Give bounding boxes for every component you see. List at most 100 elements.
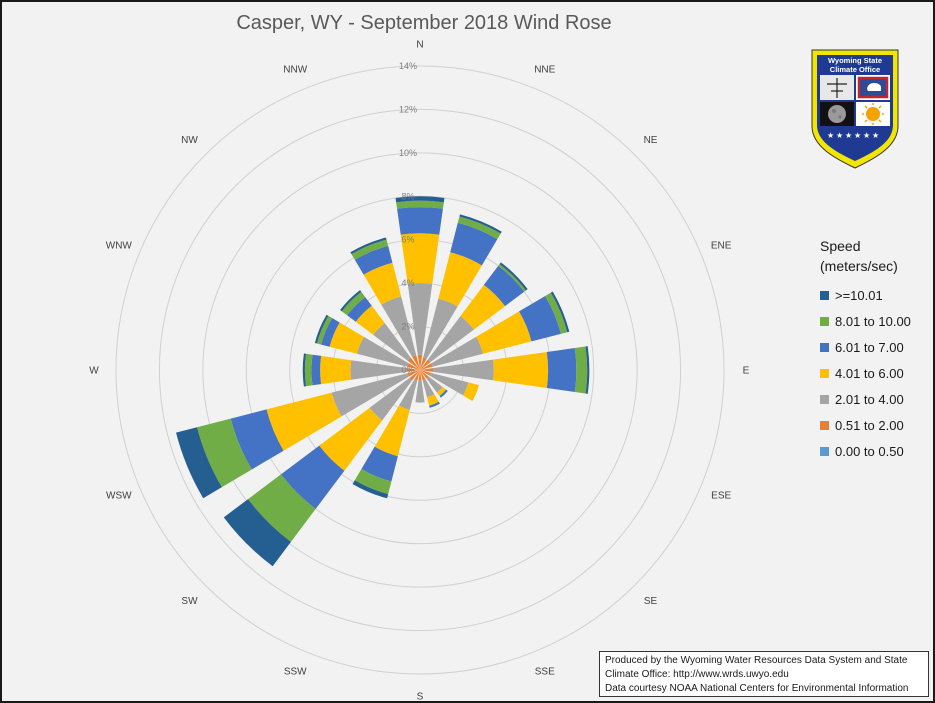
bar-segment-SW (409, 370, 420, 381)
direction-label-N: N (416, 40, 423, 51)
bar-segment-ESE (462, 382, 479, 401)
radial-tick-label: 14% (399, 61, 417, 71)
bar-segment-W (406, 368, 420, 372)
legend-swatch (820, 368, 829, 378)
legend-title-line-2: (meters/sec) (820, 258, 898, 274)
bar-segment-NE (420, 359, 431, 370)
bar-segment-N (396, 200, 444, 209)
bar-segment-NNE (423, 298, 458, 359)
legend-item: >=10.01 (820, 282, 933, 308)
chart-title: Casper, WY - September 2018 Wind Rose (236, 12, 612, 34)
bar-segment-SSW (398, 379, 418, 410)
bar-segment-SE (436, 386, 447, 397)
direction-label-NNE: NNE (534, 64, 555, 75)
bar-segment-NE (498, 264, 526, 292)
bar-segment-NNW (350, 237, 387, 255)
grid-circle (115, 65, 725, 675)
bar-segment-NW (355, 305, 385, 335)
bar-segment-SSW (361, 446, 398, 482)
bar-segment-N (407, 283, 433, 355)
bar-segment-W (302, 353, 307, 387)
svg-text:★: ★ (845, 131, 852, 140)
bar-segment-W (304, 353, 313, 387)
legend: Speed (meters/sec) >=10.01 8.01 to 10.00 6… (820, 236, 933, 464)
bar-segment-SSE (422, 379, 435, 398)
bar-segment-S (415, 380, 425, 403)
legend-swatch (820, 316, 829, 326)
bar-segment-NW (407, 357, 420, 370)
bar-segment-N (417, 354, 423, 370)
legend-item: 0.51 to 2.00 (820, 412, 933, 438)
bar-segment-NNW (381, 296, 417, 357)
bar-segment-SW (223, 499, 291, 567)
radial-tick-label: 4% (401, 278, 414, 288)
legend-label: 0.00 to 0.50 (835, 443, 904, 459)
bison-icon (867, 83, 881, 91)
radial-tick-label: 10% (399, 148, 417, 158)
direction-label-NE: NE (644, 135, 658, 146)
svg-text:★: ★ (854, 131, 861, 140)
bar-segment-E (432, 359, 494, 381)
bar-segment-N (397, 207, 443, 235)
bar-segment-WSW (407, 370, 420, 377)
credits-line-1: Produced by the Wyoming Water Resources … (605, 655, 908, 666)
legend-item: 0.00 to 0.50 (820, 438, 933, 464)
svg-text:★: ★ (872, 131, 879, 140)
bar-segment-WNW (316, 315, 333, 345)
bar-segment-NNE (450, 222, 498, 266)
bar-segment-SE (426, 376, 443, 393)
svg-text:★: ★ (827, 131, 834, 140)
bar-segment-NE (483, 265, 525, 307)
direction-label-SW: SW (181, 596, 198, 607)
bar-segment-SSE (420, 370, 426, 381)
bar-segment-NE (427, 316, 474, 363)
direction-label-SSW: SSW (284, 667, 307, 678)
bar-segment-SSE (429, 401, 440, 408)
bar-segment-NNW (354, 245, 393, 275)
bar-segment-W (320, 355, 352, 385)
direction-label-ENE: ENE (711, 241, 732, 252)
bar-segment-N (395, 196, 445, 203)
bar-segment-ENE (545, 292, 568, 334)
bar-segment-NNE (459, 214, 502, 234)
bar-segment-WNW (329, 322, 364, 354)
bar-segment-NNE (420, 357, 427, 370)
bar-segment-SE (420, 370, 429, 379)
moon-icon (828, 105, 846, 123)
legend-items: >=10.01 8.01 to 10.00 6.01 to 7.00 4.01 to … (820, 282, 933, 464)
bar-segment-NW (347, 297, 372, 322)
bar-segment-W (350, 360, 408, 380)
sun-icon (866, 107, 880, 121)
credits-box: Produced by the Wyoming Water Resources … (599, 651, 929, 697)
legend-label: 4.01 to 6.00 (835, 365, 904, 381)
bar-segment-W (311, 354, 322, 386)
legend-swatch (820, 394, 829, 404)
bar-segment-NW (341, 291, 366, 316)
credits-line-2: Climate Office: http://www.wrds.uwyo.edu (605, 669, 789, 680)
bar-segment-E (574, 346, 588, 394)
bar-segment-E (420, 368, 434, 372)
bar-segment-WSW (230, 409, 284, 470)
bar-segment-NE (460, 284, 506, 330)
bar-segment-NNW (412, 355, 420, 370)
direction-label-WNW: WNW (106, 241, 133, 252)
weathervane-icon (827, 78, 847, 98)
legend-swatch (820, 342, 829, 352)
bar-segment-SSW (414, 370, 420, 381)
legend-label: 8.01 to 10.00 (835, 313, 911, 329)
legend-label: 6.01 to 7.00 (835, 339, 904, 355)
bar-segment-WNW (356, 336, 409, 367)
svg-text:★: ★ (863, 131, 870, 140)
bar-segment-WNW (407, 363, 420, 370)
bar-segment-WSW (331, 373, 409, 417)
bar-segment-NNE (457, 216, 501, 240)
legend-swatch (820, 420, 829, 430)
bar-segment-SSE (427, 394, 439, 406)
bar-segment-NNE (438, 252, 482, 307)
logo-text-line-1: Wyoming State (828, 56, 882, 65)
bar-segment-WSW (197, 418, 252, 488)
bar-segment-WSW (176, 427, 222, 499)
legend-title-line-1: Speed (820, 238, 861, 254)
bar-segment-ESE (420, 370, 431, 376)
